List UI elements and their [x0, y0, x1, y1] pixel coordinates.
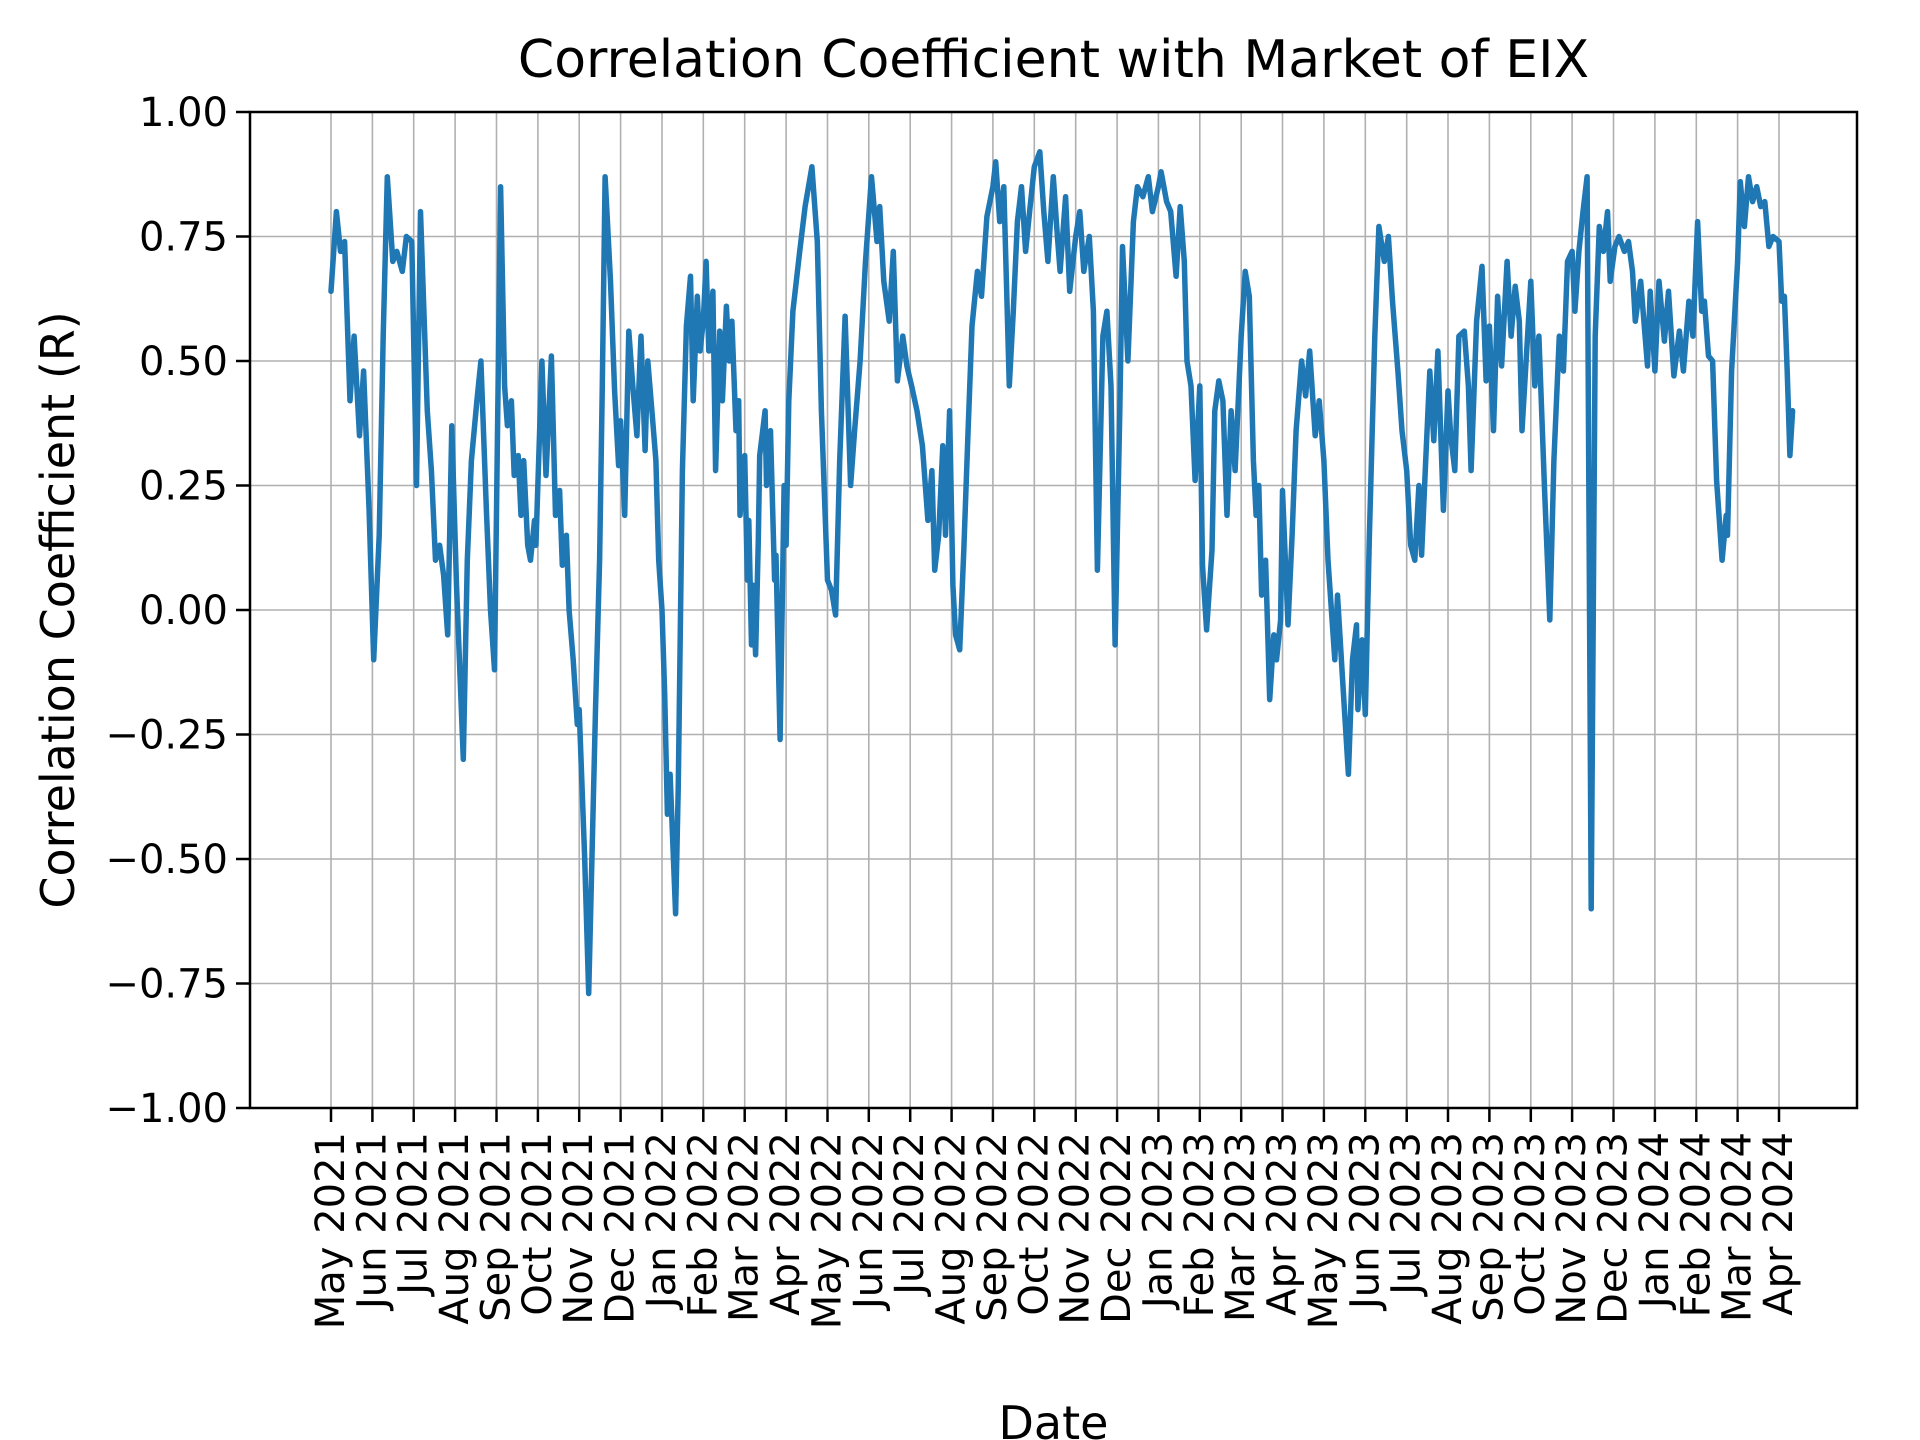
y-ticks: 1.00 0.75 0.50 0.25 0.00 −0.25 −0.50 −0.75 −1.00: [105, 90, 250, 1132]
x-tick-label: Apr 2024: [1756, 1132, 1802, 1316]
y-tick-label: 0.50: [139, 339, 228, 385]
x-tick-label: Aug 2022: [929, 1132, 975, 1325]
x-tick-label: Jun 2022: [846, 1132, 892, 1312]
y-tick-label: −0.25: [105, 713, 228, 759]
y-tick-label: 0.25: [139, 464, 228, 510]
x-tick-label: Dec 2023: [1591, 1132, 1637, 1324]
chart-title: Correlation Coefficient with Market of E…: [517, 30, 1590, 90]
x-tick-label: Nov 2021: [556, 1132, 602, 1325]
x-tick-label: Oct 2023: [1508, 1132, 1554, 1316]
x-tick-label: Nov 2022: [1053, 1132, 1099, 1325]
x-tick-label: Nov 2023: [1549, 1132, 1595, 1325]
x-axis-label: Date: [998, 1396, 1109, 1440]
x-tick-label: Jun 2023: [1342, 1132, 1388, 1312]
x-tick-label: Mar 2024: [1715, 1132, 1761, 1322]
x-tick-label: Oct 2022: [1011, 1132, 1057, 1316]
x-tick-label: Oct 2021: [515, 1132, 561, 1316]
x-tick-label: Jul 2021: [391, 1132, 437, 1298]
x-tick-label: Feb 2022: [680, 1132, 726, 1317]
x-tick-label: Feb 2024: [1673, 1132, 1719, 1317]
y-tick-label: 0.00: [139, 588, 228, 634]
x-tick-label: Mar 2023: [1218, 1132, 1264, 1322]
x-tick-label: Dec 2021: [598, 1132, 644, 1324]
x-tick-label: Jan 2022: [639, 1132, 685, 1311]
x-tick-label: Apr 2022: [763, 1132, 809, 1316]
x-tick-label: Jan 2024: [1632, 1132, 1678, 1311]
x-tick-label: May 2022: [805, 1132, 851, 1329]
y-axis-label: Correlation Coefficient (R): [31, 311, 85, 909]
x-tick-label: Jul 2023: [1384, 1132, 1430, 1298]
x-tick-label: Aug 2023: [1425, 1132, 1471, 1325]
y-tick-label: −0.50: [105, 837, 228, 883]
x-tick-label: Jan 2023: [1135, 1132, 1181, 1311]
x-tick-label: Feb 2023: [1177, 1132, 1223, 1317]
series-line: [328, 149, 1796, 997]
x-tick-label: Jul 2022: [887, 1132, 933, 1298]
x-tick-label: May 2023: [1301, 1132, 1347, 1329]
x-tick-label: May 2021: [308, 1132, 354, 1329]
x-tick-label: Sep 2022: [970, 1132, 1016, 1322]
y-tick-label: 0.75: [139, 215, 228, 261]
y-tick-label: −0.75: [105, 962, 228, 1008]
x-tick-label: Apr 2023: [1260, 1132, 1306, 1316]
x-tick-label: Jun 2021: [349, 1132, 395, 1312]
y-tick-label: −1.00: [105, 1086, 228, 1132]
x-tick-label: Mar 2022: [722, 1132, 768, 1322]
x-tick-label: Sep 2021: [474, 1132, 520, 1322]
y-tick-label: 1.00: [139, 90, 228, 136]
x-tick-label: Aug 2021: [432, 1132, 478, 1325]
x-tick-label: Sep 2023: [1466, 1132, 1512, 1322]
x-tick-label: Dec 2022: [1094, 1132, 1140, 1324]
